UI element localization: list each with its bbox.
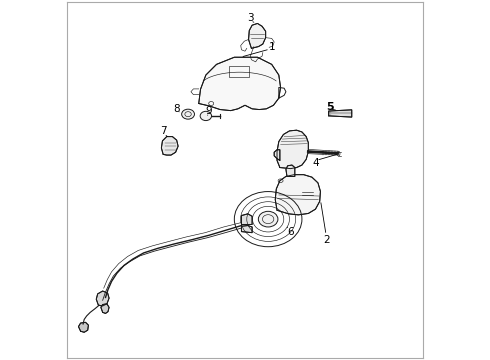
Polygon shape: [101, 304, 109, 314]
Text: 3: 3: [247, 13, 254, 23]
Bar: [229, 66, 248, 77]
Polygon shape: [96, 291, 109, 306]
Ellipse shape: [258, 211, 278, 227]
Polygon shape: [277, 130, 308, 168]
Polygon shape: [286, 165, 295, 176]
Polygon shape: [161, 136, 178, 155]
Polygon shape: [242, 226, 252, 233]
Polygon shape: [329, 110, 352, 117]
Text: 1: 1: [269, 41, 275, 51]
Text: 6: 6: [287, 226, 294, 237]
Polygon shape: [242, 214, 252, 225]
Polygon shape: [199, 57, 281, 111]
Polygon shape: [78, 322, 88, 332]
Ellipse shape: [200, 111, 212, 121]
Text: 8: 8: [173, 104, 180, 114]
Polygon shape: [248, 23, 266, 48]
Text: 2: 2: [323, 235, 329, 245]
Text: 7: 7: [161, 126, 167, 136]
Text: 9: 9: [205, 105, 212, 116]
Ellipse shape: [337, 151, 340, 156]
Text: 4: 4: [313, 158, 319, 168]
Polygon shape: [274, 150, 280, 161]
Text: 5: 5: [326, 102, 334, 112]
Ellipse shape: [182, 109, 195, 119]
Polygon shape: [275, 175, 320, 215]
